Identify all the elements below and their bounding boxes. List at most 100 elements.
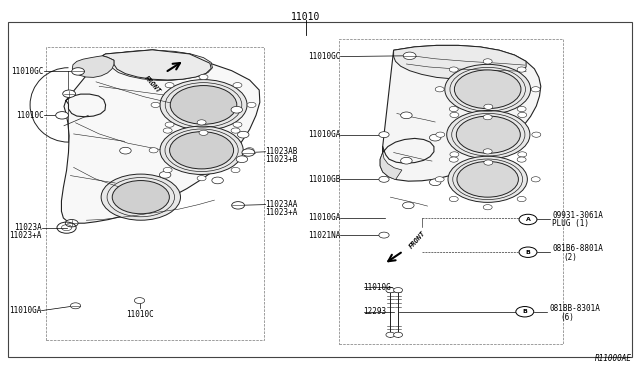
Circle shape [449,106,458,112]
Text: 11023A: 11023A [14,223,42,232]
Bar [46,46,264,340]
Circle shape [212,177,223,184]
Circle shape [456,116,520,153]
Circle shape [518,152,527,157]
Text: 11010GB: 11010GB [308,175,340,184]
Circle shape [165,122,174,127]
Circle shape [236,156,248,163]
Text: 11010GA: 11010GA [9,306,42,315]
Circle shape [63,90,76,97]
Circle shape [429,134,441,141]
Circle shape [160,126,243,174]
Text: 11023+A: 11023+A [266,208,298,217]
Circle shape [65,219,78,227]
Circle shape [149,148,158,153]
Circle shape [516,307,534,317]
Circle shape [449,157,458,162]
Polygon shape [72,56,114,77]
Circle shape [454,70,521,109]
Circle shape [199,130,208,135]
Circle shape [517,106,526,112]
Circle shape [483,59,492,64]
Circle shape [231,167,240,173]
Circle shape [379,176,389,182]
Circle shape [401,157,412,164]
Polygon shape [394,45,526,79]
Circle shape [517,67,526,72]
Circle shape [231,106,243,113]
Text: 09931-3061A: 09931-3061A [552,211,603,220]
Text: 11010GC: 11010GC [11,67,44,76]
Polygon shape [380,146,402,180]
Bar [339,39,563,344]
Circle shape [403,52,416,60]
Circle shape [447,110,530,159]
Circle shape [403,202,414,209]
Text: 11023+A: 11023+A [9,231,42,240]
Circle shape [72,68,84,75]
Text: R11000AE: R11000AE [595,354,632,363]
Text: 081B6-8801A: 081B6-8801A [552,244,603,253]
Circle shape [159,171,171,178]
Circle shape [457,161,518,197]
Circle shape [233,83,242,88]
Circle shape [484,104,493,109]
Circle shape [483,115,492,120]
Circle shape [394,332,403,337]
Text: 11023AB: 11023AB [266,147,298,156]
Polygon shape [110,50,212,80]
Text: 11010GA: 11010GA [308,213,340,222]
Circle shape [436,132,445,137]
Circle shape [197,120,206,125]
Circle shape [531,177,540,182]
Circle shape [531,87,540,92]
Circle shape [231,128,240,133]
Circle shape [429,179,441,186]
Circle shape [245,148,254,153]
Circle shape [170,86,237,124]
Circle shape [237,131,249,138]
Circle shape [163,167,172,173]
Circle shape [448,156,527,202]
Circle shape [134,298,145,304]
Circle shape [151,102,160,108]
Circle shape [170,132,234,169]
Circle shape [394,288,403,293]
Circle shape [379,132,389,138]
Circle shape [532,132,541,137]
Text: 11010GA: 11010GA [308,130,340,139]
Text: 11010: 11010 [291,12,321,22]
Circle shape [450,112,459,118]
Circle shape [242,149,255,156]
Circle shape [70,303,81,309]
Circle shape [386,288,395,293]
Text: 11010C: 11010C [125,310,154,318]
Circle shape [517,157,526,162]
Text: FRONT: FRONT [143,74,162,94]
Circle shape [518,112,527,118]
Polygon shape [380,45,541,181]
Text: 11010C: 11010C [16,111,44,120]
Text: A: A [525,217,531,222]
Circle shape [232,202,244,209]
Circle shape [197,176,206,181]
Text: 11023AA: 11023AA [266,200,298,209]
Circle shape [101,174,180,220]
Circle shape [519,214,537,225]
Text: 11021NA: 11021NA [308,231,340,240]
Circle shape [199,74,208,80]
Text: (2): (2) [563,253,577,262]
Circle shape [435,177,444,182]
Text: 11010G: 11010G [364,283,391,292]
Circle shape [517,196,526,202]
Text: PLUG (1): PLUG (1) [552,219,589,228]
Polygon shape [102,50,211,80]
Text: B: B [525,250,531,255]
Text: 12293: 12293 [364,307,387,316]
Polygon shape [61,50,260,223]
Circle shape [449,67,458,72]
Circle shape [112,180,170,214]
Circle shape [163,128,172,133]
Circle shape [56,112,68,119]
Text: (6): (6) [560,313,574,322]
